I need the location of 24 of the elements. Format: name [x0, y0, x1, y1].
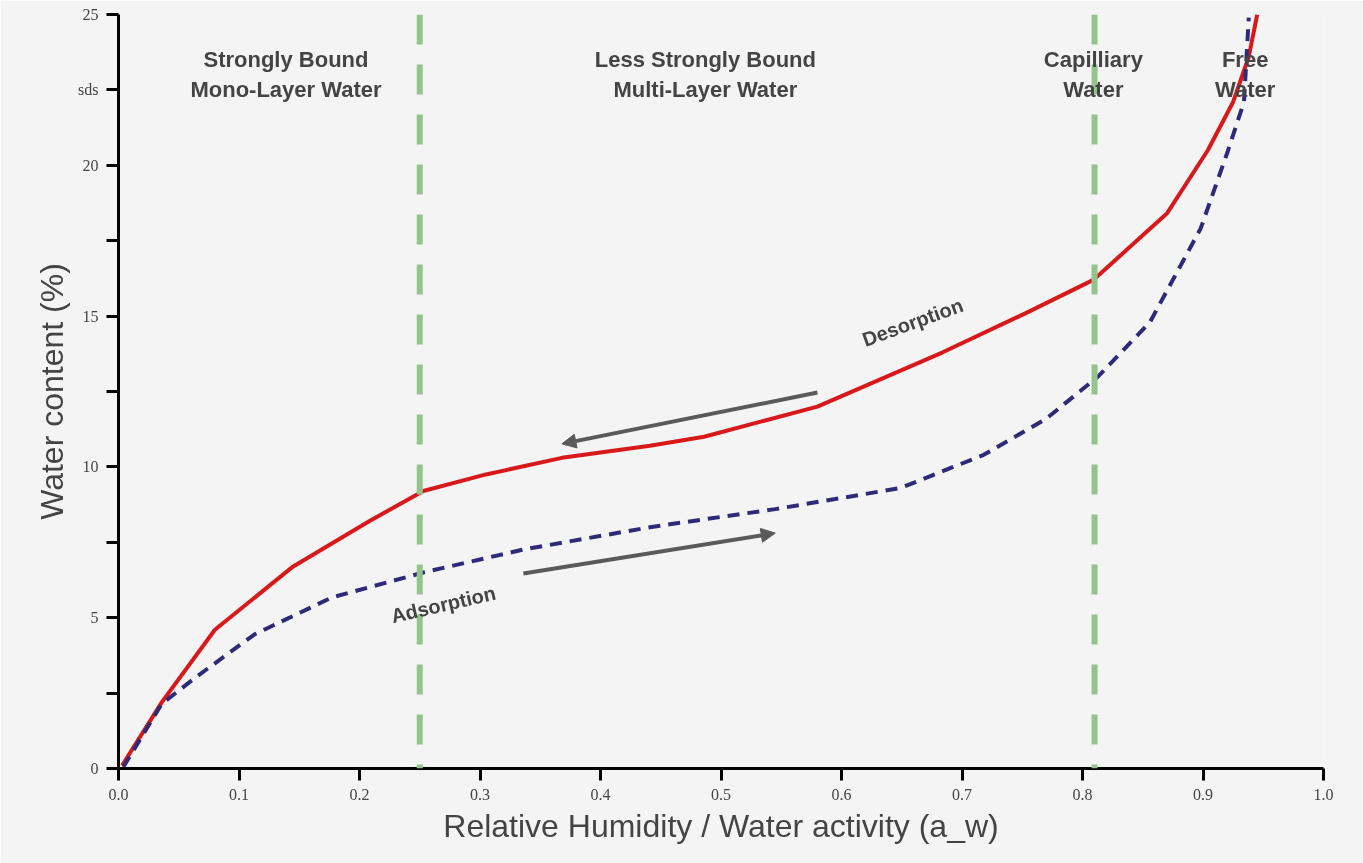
y-tick-label: 5	[90, 609, 99, 627]
x-tick-label: 0.5	[711, 785, 731, 803]
y-axis-title: Water content (%)	[34, 263, 71, 520]
x-tick-label: 0.0	[108, 785, 129, 803]
annotation: Capilliary Water	[1043, 47, 1144, 103]
text: Adsorption	[388, 581, 498, 628]
x-tick-label: 1.0	[1313, 785, 1334, 803]
annotation: Strongly Bound Mono-Layer Water	[190, 47, 382, 103]
y-tick-label: 15	[82, 307, 99, 325]
x-tick-label: 0.2	[349, 785, 370, 803]
x-tick-label: 0.8	[1072, 785, 1093, 803]
x-axis-title: Relative Humidity / Water activity (a_w)	[443, 807, 999, 844]
x-tick-label: 0.7	[952, 785, 972, 803]
x-tick-label: 0.1	[229, 785, 249, 803]
y-tick-label: 25	[82, 6, 99, 23]
y-tick-label: 20	[82, 156, 99, 174]
annotation: Less Strongly Bound Multi-Layer Water	[594, 47, 816, 103]
y-tick-label: 10	[82, 458, 99, 476]
y-tick-label: sds	[78, 81, 99, 99]
y-tick-label: 0	[90, 760, 99, 777]
x-tick-label: 0.6	[831, 785, 852, 803]
x-tick-label: 0.3	[470, 785, 490, 803]
x-tick-label: 0.9	[1193, 785, 1213, 803]
x-tick-label: 0.4	[590, 785, 611, 803]
